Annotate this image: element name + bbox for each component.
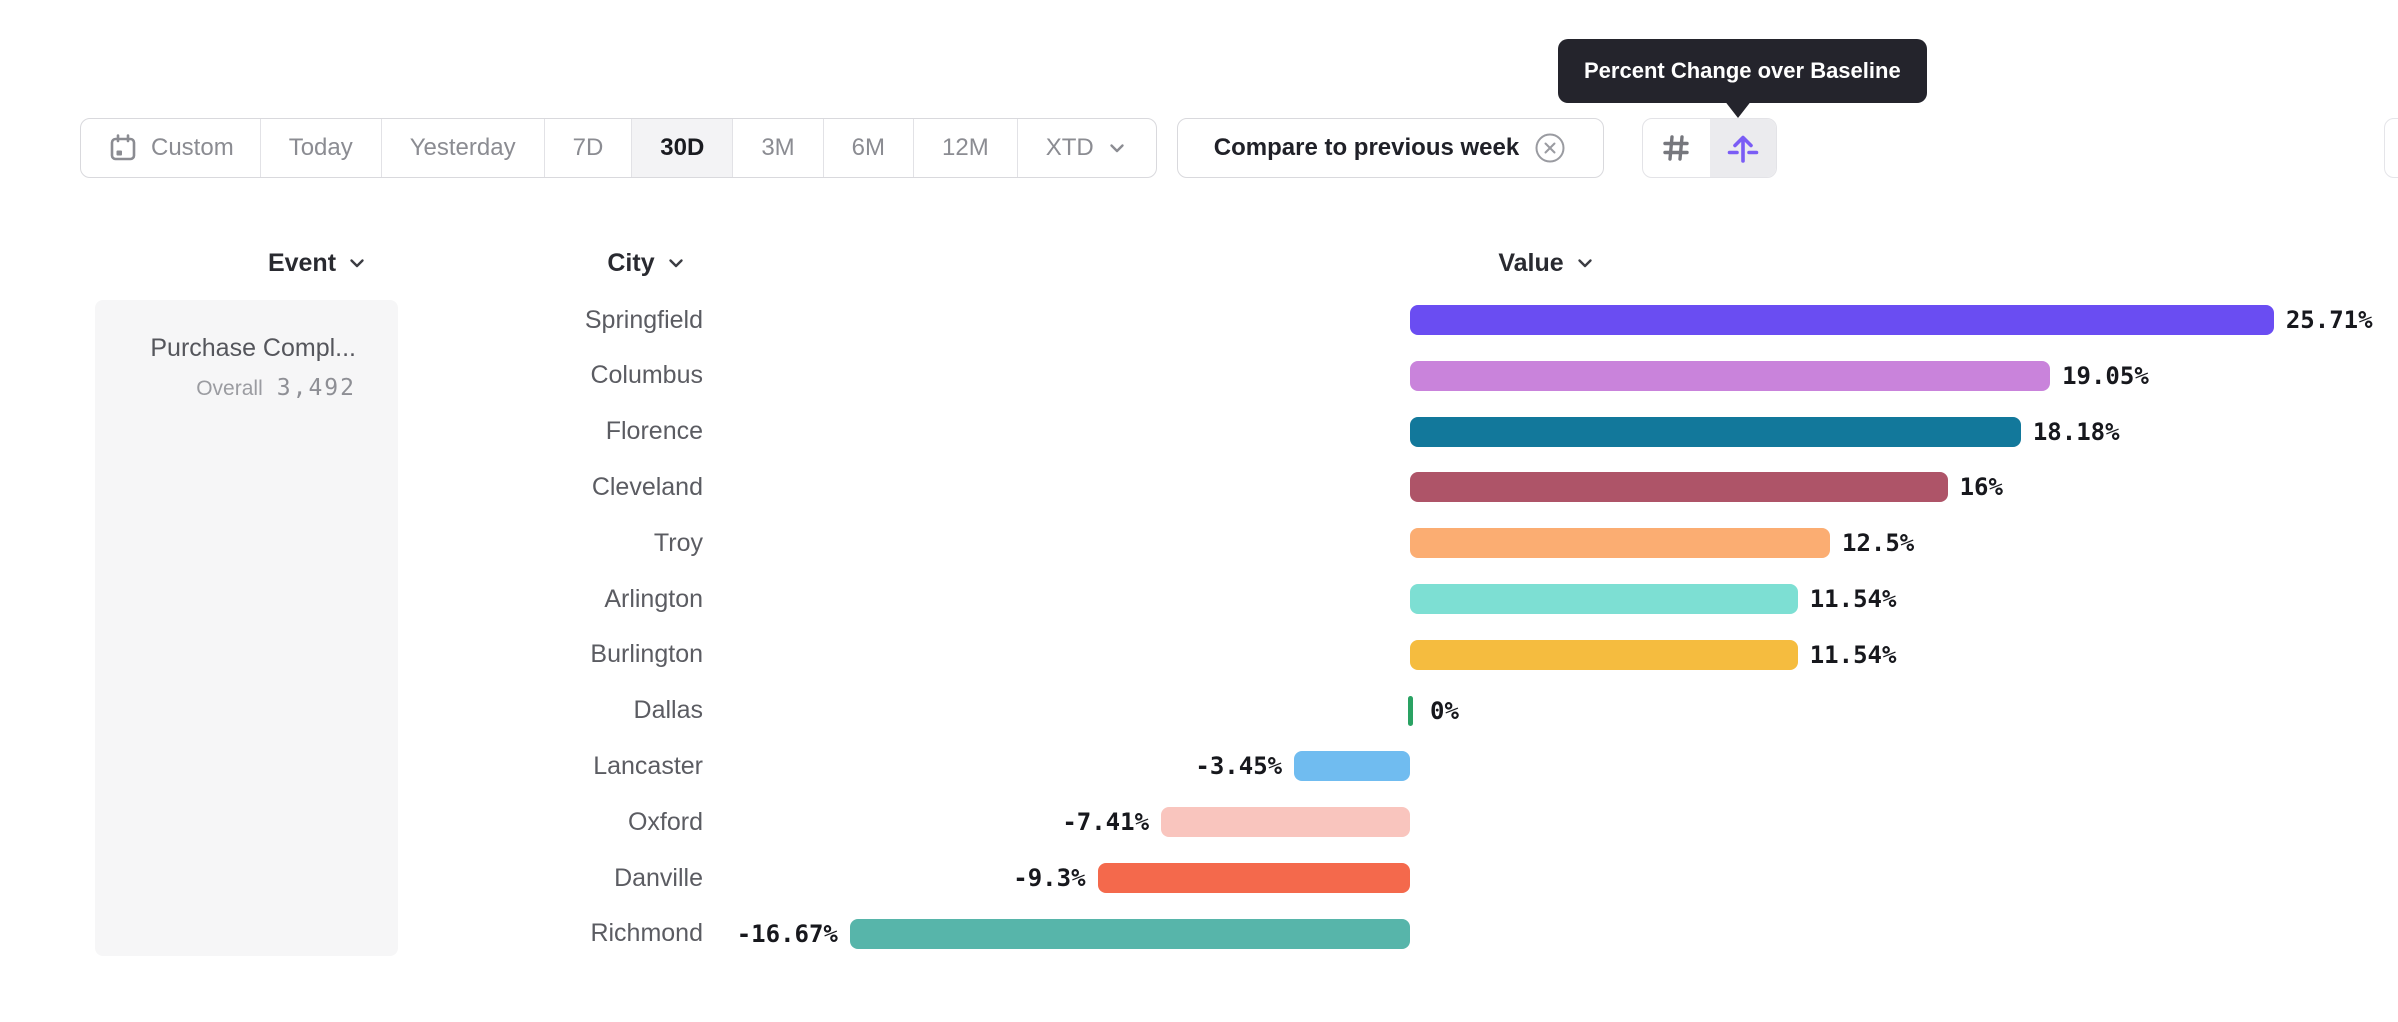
compare-button[interactable]: Compare to previous week — [1177, 118, 1604, 178]
value-label: 12.5% — [1842, 529, 1915, 558]
date-range-label: 7D — [572, 134, 604, 161]
chart-row: Cleveland 16% — [0, 459, 2398, 515]
value-bar[interactable] — [1408, 695, 1413, 726]
circle-x-icon[interactable] — [1533, 131, 1567, 165]
column-header-value[interactable]: Value — [1457, 246, 1637, 280]
city-label: Florence — [605, 417, 703, 446]
date-range-label: Today — [288, 134, 353, 161]
city-label: Lancaster — [593, 751, 703, 780]
chart-row: Arlington 11.54% — [0, 571, 2398, 627]
city-label: Danville — [614, 863, 703, 892]
city-label: Cleveland — [591, 472, 703, 501]
date-range-today[interactable]: Today — [259, 119, 381, 177]
date-range-label: 3M — [761, 134, 795, 161]
chart-row: Columbus 19.05% — [0, 348, 2398, 404]
chart-row: Troy 12.5% — [0, 515, 2398, 571]
chart-row: Burlington 11.54% — [0, 627, 2398, 683]
date-range-12m[interactable]: 12M — [913, 119, 1017, 177]
chevron-down-icon — [668, 259, 683, 268]
value-label: 16% — [1959, 473, 2003, 502]
chart-row: Springfield 25.71% — [0, 292, 2398, 348]
value-label: 19.05% — [2062, 361, 2149, 390]
city-label: Oxford — [627, 807, 703, 836]
chart-row: Danville -9.3% — [0, 850, 2398, 906]
value-bar[interactable] — [1410, 472, 1948, 503]
event-overall-value: 3,492 — [276, 375, 356, 401]
city-label: Columbus — [590, 361, 703, 390]
date-range-xtd[interactable]: XTD — [1016, 119, 1156, 177]
date-range-label: 12M — [942, 134, 989, 161]
value-label: 11.54% — [1809, 585, 1897, 613]
date-range-6m[interactable]: 6M — [822, 119, 913, 177]
column-header-city[interactable]: City — [557, 246, 737, 280]
value-bar[interactable] — [1294, 751, 1410, 782]
value-bar[interactable] — [1410, 360, 2051, 391]
chart-row: Florence 18.18% — [0, 404, 2398, 460]
compare-label: Compare to previous week — [1213, 134, 1520, 161]
date-range-label: 6M — [851, 134, 885, 161]
column-header-event[interactable]: Event — [228, 246, 408, 280]
tooltip: Percent Change over Baseline — [1558, 39, 1927, 103]
calendar-icon — [110, 134, 136, 161]
date-range-7d[interactable]: 7D — [543, 119, 632, 177]
value-bar[interactable] — [1410, 639, 1798, 670]
value-label: 0% — [1430, 696, 1459, 725]
value-label: 18.18% — [2032, 417, 2120, 446]
date-range-label: XTD — [1045, 134, 1094, 161]
date-range-yesterday[interactable]: Yesterday — [380, 119, 544, 177]
chevron-down-icon — [1577, 259, 1592, 268]
tooltip-caret — [1724, 100, 1752, 118]
value-label: -9.3% — [1013, 864, 1086, 892]
value-label: -7.41% — [1062, 808, 1150, 837]
edge-partial-button[interactable] — [2384, 118, 2398, 178]
date-range-custom[interactable]: Custom — [81, 119, 260, 177]
date-range-3m[interactable]: 3M — [732, 119, 822, 177]
value-label: 11.54% — [1809, 640, 1897, 669]
bar-chart: Springfield 25.71% Columbus 19.05% Florence 1… — [0, 292, 2398, 964]
value-bar[interactable] — [1410, 416, 2021, 447]
city-label: Arlington — [604, 584, 703, 613]
value-label: 25.71% — [2285, 306, 2373, 334]
event-overall-label: Overall — [196, 377, 263, 400]
date-range-label: 30D — [660, 134, 705, 161]
value-bar[interactable] — [1410, 528, 1830, 559]
value-bar[interactable] — [1410, 584, 1798, 614]
column-header-label: Value — [1498, 248, 1564, 277]
city-label: Burlington — [590, 640, 703, 669]
event-summary: Overall 3,492 — [115, 375, 356, 401]
chevron-down-icon — [1109, 144, 1124, 153]
view-toggle-group — [1642, 118, 1777, 178]
city-label: Springfield — [584, 305, 703, 334]
value-label: -16.67% — [736, 919, 838, 948]
date-range-label: Custom — [151, 134, 234, 161]
event-name: Purchase Compl... — [150, 334, 356, 362]
city-label: Richmond — [590, 919, 703, 948]
value-bar[interactable] — [849, 918, 1410, 949]
value-bar[interactable] — [1161, 807, 1410, 838]
date-range-control: Custom Today Yesterday 7D 30D 3M 6M 12M … — [80, 118, 1157, 178]
hash-icon — [1663, 135, 1689, 161]
uplift-arrow-icon — [1727, 135, 1759, 163]
value-label: -3.45% — [1195, 752, 1283, 781]
tooltip-text: Percent Change over Baseline — [1584, 58, 1901, 83]
chart-row: Oxford -7.41% — [0, 794, 2398, 850]
chart-row: Richmond -16.67% — [0, 906, 2398, 962]
value-bar[interactable] — [1410, 305, 2274, 335]
chart-row: Lancaster -3.45% — [0, 738, 2398, 794]
column-header-label: Event — [267, 248, 337, 277]
city-label: Dallas — [633, 696, 703, 725]
column-header-label: City — [607, 248, 655, 277]
chart-row: Dallas 0% — [0, 683, 2398, 739]
city-label: Troy — [653, 528, 703, 557]
value-bar[interactable] — [1097, 863, 1410, 893]
percent-change-toggle[interactable] — [1709, 119, 1776, 177]
date-range-30d[interactable]: 30D — [631, 119, 733, 177]
chevron-down-icon — [350, 259, 364, 268]
event-panel[interactable]: Purchase Compl... Overall 3,492 — [95, 300, 398, 956]
date-range-label: Yesterday — [409, 134, 516, 161]
absolute-numbers-toggle[interactable] — [1643, 119, 1710, 177]
